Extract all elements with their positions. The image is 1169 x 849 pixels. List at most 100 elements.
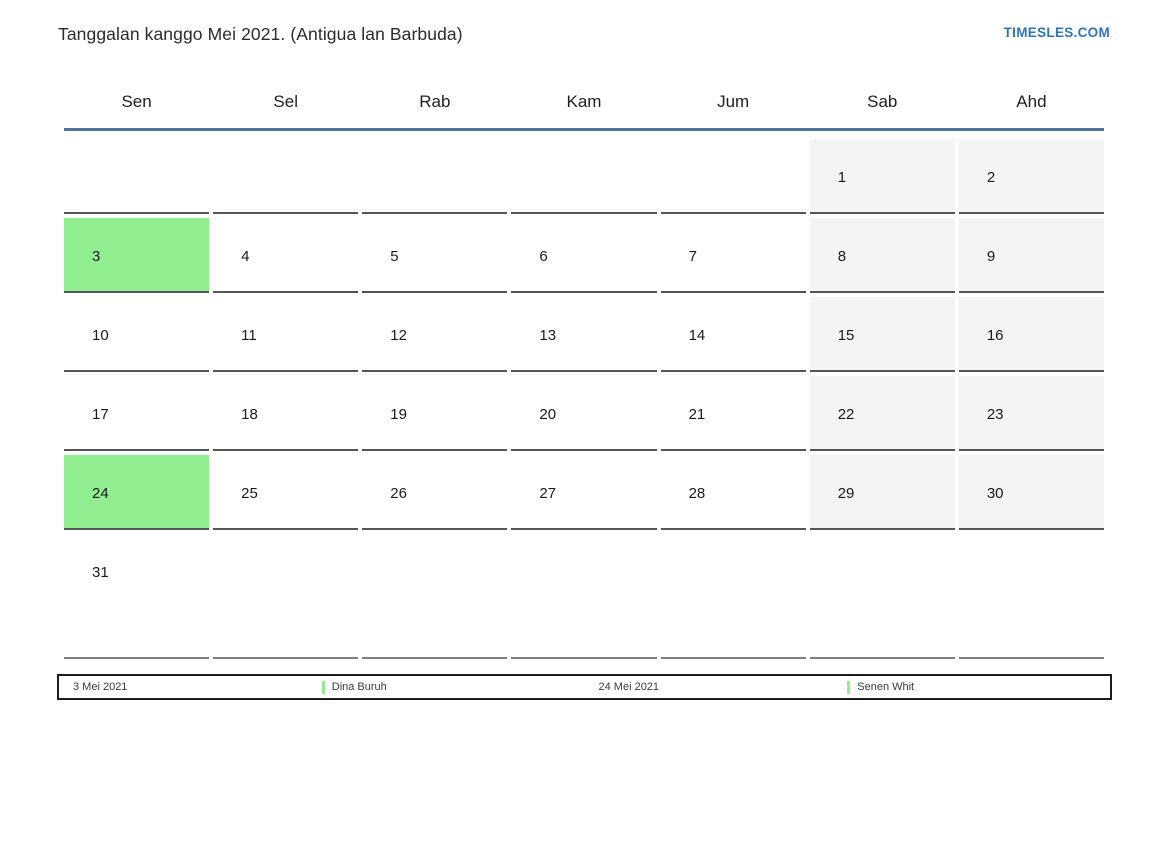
calendar-page: Tanggalan kanggo Mei 2021. (Antigua lan …: [0, 22, 1169, 849]
day-cell-30: 30: [958, 455, 1104, 530]
calendar-grid: 1 2 3 4 5 6 7 8 9 10 11 12 13 14 15 16 17 18 19 20 21 22 23 24 2…: [64, 139, 1104, 659]
calendar: Sen Sel Rab Kam Jum Sab Ahd 1 2 3 4 5 6 7 8 9 10 11 12 13 1…: [64, 76, 1104, 659]
day-cell-6: 6: [511, 218, 657, 293]
day-cell-16: 16: [958, 297, 1104, 372]
weekday-label: Ahd: [1016, 92, 1047, 111]
day-cell-9: 9: [958, 218, 1104, 293]
day-cell-11: 11: [213, 297, 359, 372]
empty-cell: [64, 139, 210, 214]
empty-cell: [511, 534, 657, 659]
topbar: Tanggalan kanggo Mei 2021. (Antigua lan …: [58, 22, 1110, 46]
day-cell-1: 1: [809, 139, 955, 214]
day-cell-20: 20: [511, 376, 657, 451]
day-cell-18: 18: [213, 376, 359, 451]
legend-holiday-name: Senen Whit: [857, 681, 915, 693]
week-row: 10 11 12 13 14 15 16: [64, 297, 1104, 372]
day-number: 13: [539, 327, 557, 344]
day-cell-7: 7: [660, 218, 806, 293]
day-number: 2: [986, 169, 996, 186]
weekday-label: Rab: [419, 92, 451, 111]
day-cell-28: 28: [660, 455, 806, 530]
week-row: 3 4 5 6 7 8 9: [64, 218, 1104, 293]
day-cell-31: 31: [64, 534, 210, 659]
day-number: 27: [539, 485, 557, 502]
day-cell-13: 13: [511, 297, 657, 372]
day-number: 30: [986, 485, 1004, 502]
empty-cell: [958, 534, 1104, 659]
day-number: 9: [986, 248, 996, 265]
day-cell-15: 15: [809, 297, 955, 372]
day-cell-21: 21: [660, 376, 806, 451]
header-underline: [64, 128, 1104, 131]
legend-holiday-name: Dina Buruh: [331, 681, 387, 693]
page-title: Tanggalan kanggo Mei 2021. (Antigua lan …: [58, 24, 463, 44]
empty-cell: [511, 139, 657, 214]
day-cell-5: 5: [362, 218, 508, 293]
day-number: 11: [241, 327, 257, 344]
day-number: 26: [390, 485, 407, 502]
day-cell-22: 22: [809, 376, 955, 451]
day-number: 29: [837, 485, 855, 502]
day-cell-25: 25: [213, 455, 359, 530]
day-number: 8: [837, 248, 847, 265]
day-number: 20: [539, 406, 557, 423]
day-number: 10: [92, 327, 109, 344]
day-cell-27: 27: [511, 455, 657, 530]
day-cell-24: 24: [64, 455, 210, 530]
legend-date: 24 Mei 2021: [598, 681, 660, 693]
day-number: 31: [92, 564, 109, 581]
legend-date: 3 Mei 2021: [73, 681, 128, 693]
empty-cell: [213, 534, 359, 659]
empty-cell: [362, 534, 508, 659]
empty-cell: [660, 534, 806, 659]
day-number: 18: [241, 406, 258, 423]
day-number: 7: [688, 248, 697, 265]
week-row: 31: [64, 534, 1104, 659]
day-cell-19: 19: [362, 376, 508, 451]
day-number: 25: [241, 485, 258, 502]
day-cell-26: 26: [362, 455, 508, 530]
empty-cell: [213, 139, 359, 214]
weekday-label: Kam: [566, 92, 602, 111]
weekday-label: Sel: [273, 92, 298, 111]
day-number: 21: [688, 406, 706, 423]
day-number: 19: [390, 406, 407, 423]
day-number: 14: [688, 327, 706, 344]
day-cell-3: 3: [64, 218, 210, 293]
legend-holiday: Dina Buruh: [321, 680, 585, 694]
day-cell-2: 2: [958, 139, 1104, 214]
holiday-marker: [847, 680, 851, 694]
day-cell-10: 10: [64, 297, 210, 372]
day-cell-23: 23: [958, 376, 1104, 451]
day-number: 24: [92, 485, 109, 502]
brand-link[interactable]: TIMESLES.COM: [1003, 25, 1110, 40]
day-cell-29: 29: [809, 455, 955, 530]
day-number: 5: [390, 248, 399, 265]
day-number: 28: [688, 485, 706, 502]
day-number: 15: [837, 327, 855, 344]
legend-holiday: Senen Whit: [847, 680, 1110, 694]
day-cell-17: 17: [64, 376, 210, 451]
day-number: 22: [837, 406, 855, 423]
day-number: 4: [241, 248, 250, 265]
weekday-label: Sen: [121, 92, 152, 111]
day-number: 12: [390, 327, 407, 344]
holiday-marker: [321, 680, 325, 694]
holiday-legend: 3 Mei 2021 Dina Buruh 24 Mei 2021 Senen Whi…: [57, 674, 1112, 700]
week-row: 17 18 19 20 21 22 23: [64, 376, 1104, 451]
day-number: 16: [986, 327, 1004, 344]
weekday-label: Jum: [717, 92, 750, 111]
day-number: 23: [986, 406, 1004, 423]
weekday-label: Sab: [867, 92, 898, 111]
week-row: 24 25 26 27 28 29 30: [64, 455, 1104, 530]
day-number: 6: [539, 248, 548, 265]
day-cell-4: 4: [213, 218, 359, 293]
day-cell-14: 14: [660, 297, 806, 372]
day-cell-12: 12: [362, 297, 508, 372]
day-cell-8: 8: [809, 218, 955, 293]
empty-cell: [809, 534, 955, 659]
day-number: 1: [837, 169, 847, 186]
empty-cell: [660, 139, 806, 214]
weekday-header-row: Sen Sel Rab Kam Jum Sab Ahd: [64, 76, 1104, 128]
